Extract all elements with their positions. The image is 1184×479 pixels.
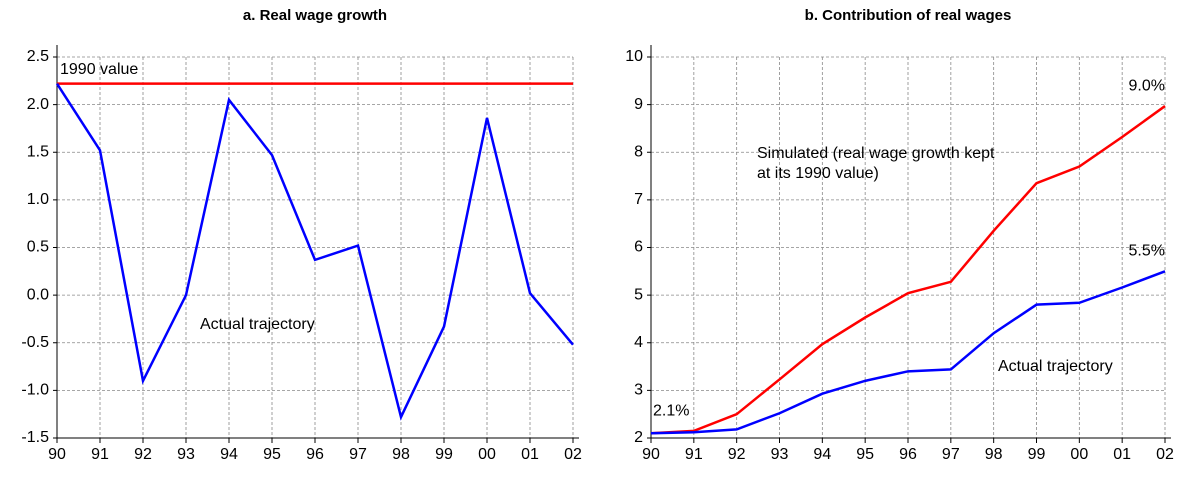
y-tick-label: 0.5 <box>27 239 49 256</box>
series-annotation-text: Simulated (real wage growth kept at its … <box>757 145 995 182</box>
y-tick-label: 10 <box>625 48 643 65</box>
x-tick-label: 99 <box>1028 446 1046 463</box>
x-tick-label: 91 <box>685 446 703 463</box>
y-tick-label: 6 <box>634 239 643 256</box>
value-label: 5.5% <box>1129 243 1165 260</box>
y-tick-label: 2.0 <box>27 96 49 113</box>
series-annotation: Actual trajectory <box>200 316 315 333</box>
x-tick-label: 00 <box>1070 446 1088 463</box>
x-tick-label: 91 <box>91 446 109 463</box>
x-tick-label: 97 <box>349 446 367 463</box>
series-annotation: Simulated (real wage growth kept at its … <box>757 145 995 182</box>
y-tick-label: -0.5 <box>21 334 49 351</box>
series-line <box>650 105 1166 435</box>
series-line <box>650 270 1166 435</box>
series-annotation-text: 1990 value <box>60 61 139 78</box>
series-annotation: 1990 value <box>60 61 139 78</box>
x-tick-label: 94 <box>813 446 831 463</box>
y-tick-label: 2.5 <box>27 48 49 65</box>
y-tick-label: 3 <box>634 382 643 399</box>
x-tick-label: 93 <box>177 446 195 463</box>
x-tick-label: 94 <box>220 446 238 463</box>
y-tick-label: 9 <box>634 96 643 113</box>
y-tick-label: 7 <box>634 191 643 208</box>
y-tick-label: 4 <box>634 334 643 351</box>
series-annotation: Actual trajectory <box>998 358 1113 375</box>
value-label: 2.1% <box>653 402 689 419</box>
x-tick-label: 93 <box>771 446 789 463</box>
y-tick-label: -1.0 <box>21 382 49 399</box>
x-tick-label: 90 <box>48 446 66 463</box>
value-label: 9.0% <box>1129 77 1165 94</box>
series-annotation-text: Actual trajectory <box>200 316 315 333</box>
y-tick-label: 1.5 <box>27 143 49 160</box>
series-line <box>55 82 574 421</box>
y-tick-label: 8 <box>634 143 643 160</box>
y-tick-label: -1.5 <box>21 429 49 446</box>
x-tick-label: 92 <box>728 446 746 463</box>
x-tick-label: 96 <box>899 446 917 463</box>
x-tick-label: 96 <box>306 446 324 463</box>
y-tick-label: 1.0 <box>27 191 49 208</box>
x-tick-label: 98 <box>985 446 1003 463</box>
x-tick-label: 00 <box>478 446 496 463</box>
x-tick-label: 95 <box>856 446 874 463</box>
y-tick-label: 5 <box>634 286 643 303</box>
y-tick-label: 0.0 <box>27 286 49 303</box>
x-tick-label: 90 <box>642 446 660 463</box>
x-tick-label: 01 <box>521 446 539 463</box>
series-annotation-text: Actual trajectory <box>998 358 1113 375</box>
x-tick-label: 98 <box>392 446 410 463</box>
y-tick-label: 2 <box>634 429 643 446</box>
x-tick-label: 02 <box>564 446 582 463</box>
x-tick-label: 92 <box>134 446 152 463</box>
chart-title: b. Contribution of real wages <box>805 7 1012 24</box>
x-tick-label: 02 <box>1156 446 1174 463</box>
chart-title: a. Real wage growth <box>243 7 387 24</box>
x-tick-label: 95 <box>263 446 281 463</box>
x-tick-label: 01 <box>1113 446 1131 463</box>
x-tick-label: 99 <box>435 446 453 463</box>
x-tick-label: 97 <box>942 446 960 463</box>
